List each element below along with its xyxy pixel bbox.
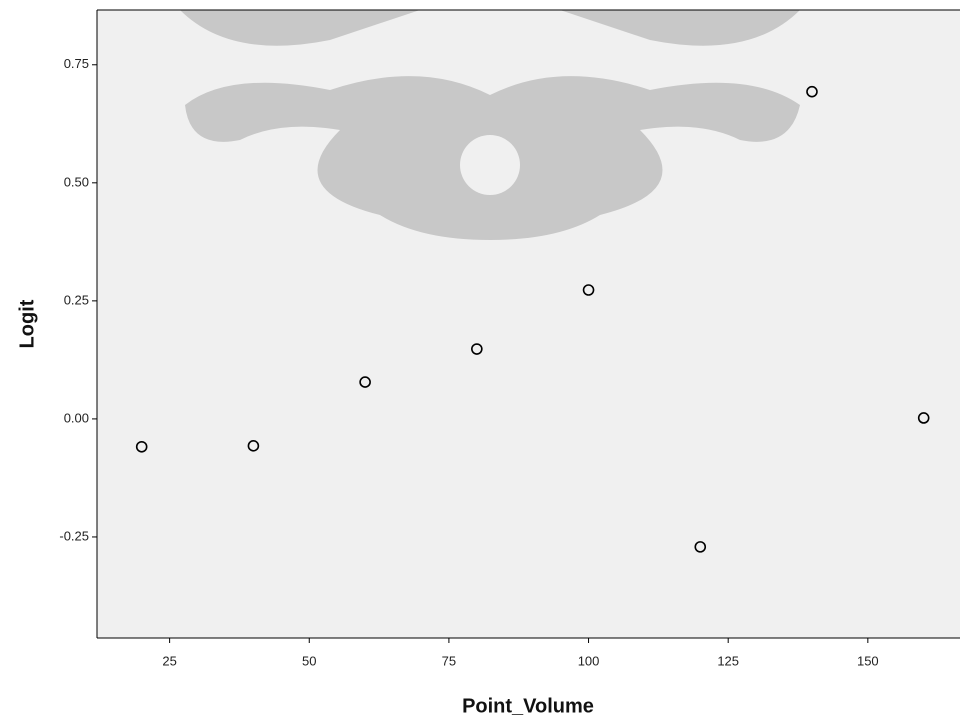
point <box>359 376 371 388</box>
point <box>471 343 483 355</box>
ornament-top <box>180 10 800 46</box>
x-tick-label: 125 <box>717 653 739 668</box>
point <box>694 541 707 553</box>
y-tick-label: 0.00 <box>64 410 89 425</box>
y-axis-title: Logit <box>16 299 38 348</box>
point <box>917 412 930 424</box>
x-axis-title: Point_Volume <box>462 695 594 717</box>
point <box>582 284 595 296</box>
ornament-hole <box>460 135 520 195</box>
point <box>806 85 818 98</box>
x-tick-label: 50 <box>302 653 316 668</box>
y-tick-label: 0.75 <box>64 56 89 71</box>
x-tick-label: 100 <box>578 653 600 668</box>
y-tick-label: 0.25 <box>64 292 89 307</box>
y-tick-label: 0.50 <box>64 174 89 189</box>
point <box>247 440 260 452</box>
x-tick-label: 75 <box>442 653 456 668</box>
point <box>135 440 148 453</box>
y-tick-label: -0.25 <box>59 528 89 543</box>
x-tick-label: 150 <box>857 653 879 668</box>
x-tick-label: 25 <box>162 653 176 668</box>
